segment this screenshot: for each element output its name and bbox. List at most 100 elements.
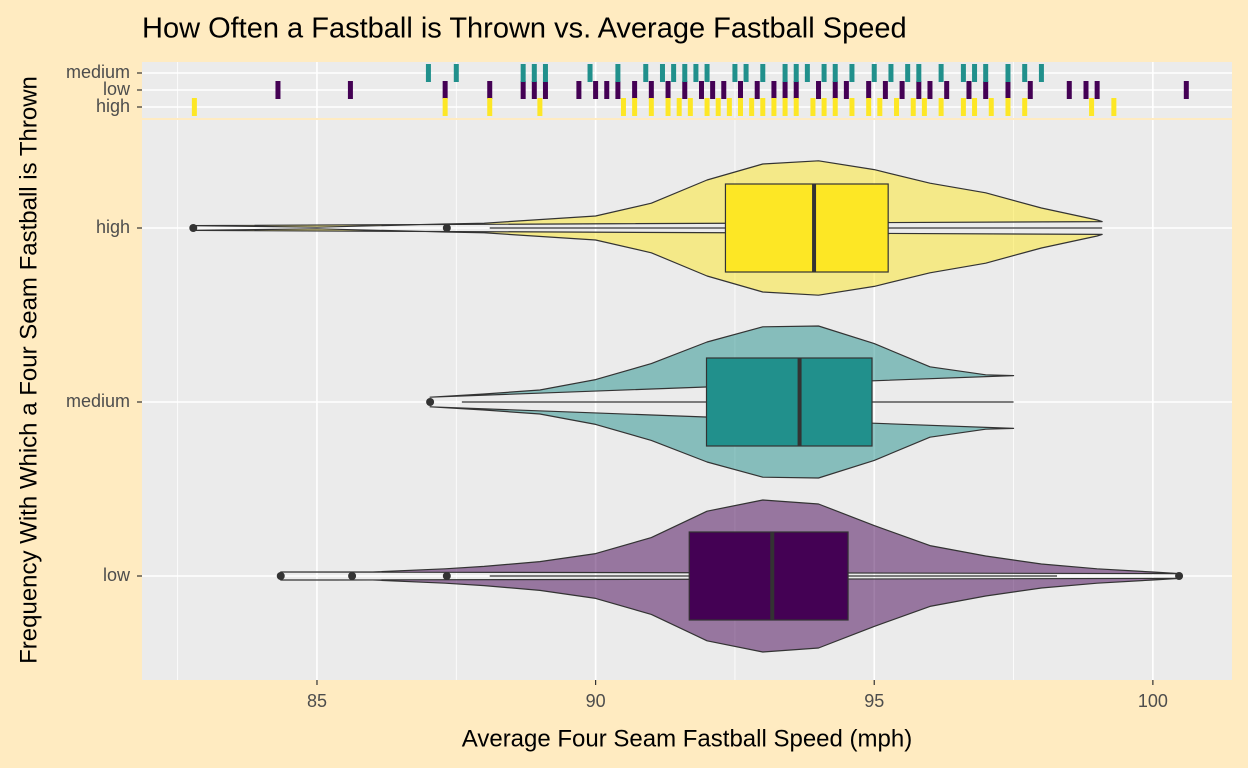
rug-tick: [871, 64, 877, 82]
rug-tick: [1083, 81, 1089, 99]
rug-tick: [983, 81, 989, 99]
rug-tick: [275, 81, 281, 99]
rug-tick: [1005, 64, 1011, 82]
rug-tick: [832, 81, 838, 99]
rug-tick: [347, 81, 353, 99]
rug-tick: [542, 64, 548, 82]
rug-tick: [721, 81, 727, 99]
rug-tick: [966, 81, 972, 99]
rug-tick: [737, 98, 743, 116]
rug-tick: [1022, 98, 1028, 116]
x-tick-label: 100: [1138, 691, 1168, 711]
rug-tick: [771, 81, 777, 99]
rug-tick: [960, 98, 966, 116]
rug-tick: [704, 64, 710, 82]
rug-tick: [1089, 98, 1095, 116]
rug-tick: [531, 81, 537, 99]
rug-tick: [542, 81, 548, 99]
rug-tick: [715, 98, 721, 116]
rug-tick: [888, 64, 894, 82]
rug-tick: [726, 98, 732, 116]
rug-tick: [816, 81, 822, 99]
rug-tick: [620, 98, 626, 116]
rug-tick: [1005, 81, 1011, 99]
outlier: [426, 398, 435, 406]
rug-tick: [927, 81, 933, 99]
rug-tick: [693, 64, 699, 82]
rug-tick: [821, 64, 827, 82]
box: [688, 531, 849, 621]
rug-tick: [832, 98, 838, 116]
rug-y-label: medium: [66, 62, 130, 82]
rug-tick: [983, 64, 989, 82]
rug-tick: [442, 98, 448, 116]
rug-tick: [659, 64, 665, 82]
rug-tick: [687, 98, 693, 116]
rug-tick: [894, 98, 900, 116]
rug-tick: [899, 81, 905, 99]
rug-tick: [442, 81, 448, 99]
x-tick-label: 95: [864, 691, 884, 711]
rug-tick: [910, 98, 916, 116]
rug-tick: [682, 64, 688, 82]
rug-y-label: high: [96, 96, 130, 116]
box: [724, 183, 889, 273]
rug-tick: [615, 64, 621, 82]
rug-tick: [531, 64, 537, 82]
rug-tick: [593, 81, 599, 99]
rug-tick: [671, 64, 677, 82]
rug-tick: [698, 81, 704, 99]
rug-tick: [632, 81, 638, 99]
rug-tick: [682, 81, 688, 99]
rug-tick: [665, 98, 671, 116]
rug-tick: [1005, 98, 1011, 116]
rug-tick: [882, 81, 888, 99]
rug-tick: [1111, 98, 1117, 116]
rug-tick: [704, 98, 710, 116]
rug-tick: [793, 64, 799, 82]
rug-tick: [520, 81, 526, 99]
outlier: [442, 224, 451, 232]
rug-tick: [487, 81, 493, 99]
rug-tick: [453, 64, 459, 82]
rug-tick: [749, 98, 755, 116]
rug-tick: [425, 64, 431, 82]
outlier: [1175, 572, 1184, 580]
rug-tick: [520, 64, 526, 82]
rug-tick: [960, 64, 966, 82]
chart-title: How Often a Fastball is Thrown vs. Avera…: [142, 13, 907, 45]
rug-tick: [1027, 81, 1033, 99]
y-tick-label: medium: [66, 391, 130, 411]
rug-tick: [676, 98, 682, 116]
rug-tick: [793, 81, 799, 99]
rug-tick: [921, 98, 927, 116]
rug-tick: [832, 64, 838, 82]
outlier: [348, 572, 357, 580]
rug-tick: [732, 64, 738, 82]
rug-tick: [1066, 81, 1072, 99]
outlier: [189, 224, 198, 232]
y-tick-label: low: [103, 565, 131, 585]
rug-tick: [771, 98, 777, 116]
rug-tick: [916, 64, 922, 82]
rug-tick: [988, 98, 994, 116]
rug-tick: [972, 64, 978, 82]
rug-tick: [1094, 81, 1100, 99]
rug-tick: [665, 81, 671, 99]
outlier: [276, 572, 285, 580]
rug-tick: [866, 81, 872, 99]
rug-tick: [743, 64, 749, 82]
rug-tick: [849, 64, 855, 82]
rug-tick: [487, 98, 493, 116]
box: [705, 357, 873, 447]
rug-tick: [916, 81, 922, 99]
rug-tick: [821, 98, 827, 116]
rug-tick: [615, 81, 621, 99]
y-axis-label: Frequency With Which a Four Seam Fastbal…: [15, 76, 42, 664]
rug-tick: [804, 64, 810, 82]
x-axis-label: Average Four Seam Fastball Speed (mph): [462, 725, 912, 752]
x-tick-label: 85: [307, 691, 327, 711]
rug-tick: [576, 81, 582, 99]
rug-tick: [1022, 64, 1028, 82]
